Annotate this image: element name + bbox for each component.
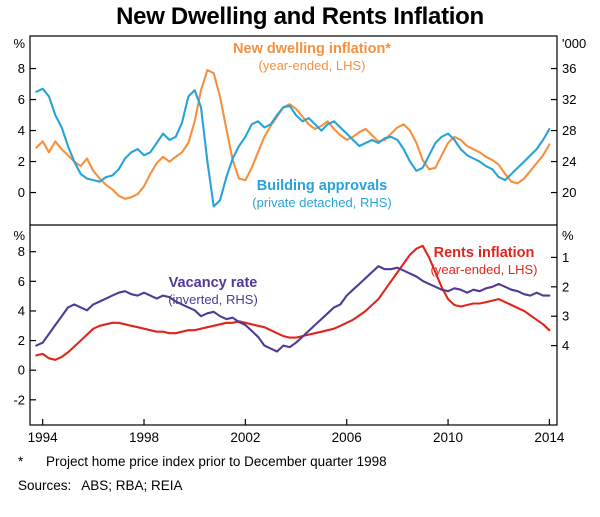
series-label: Rents inflation (434, 245, 535, 261)
panel-bottom: -2 0 2 4 6 8% 1 2 3 4% Rents inflation(year-ended,… (13, 228, 574, 407)
chart-title: New Dwelling and Rents Inflation (116, 3, 484, 30)
series-sublabel: (year-ended, LHS) (431, 262, 538, 277)
rhs-tick-label: 1 (562, 250, 569, 265)
lhs-tick-label: 8 (18, 244, 25, 259)
lhs-tick-label: 8 (18, 61, 25, 76)
lhs-unit-label: % (13, 36, 25, 51)
series-sublabel: (inverted, RHS) (168, 292, 258, 307)
series-sublabel: (year-ended, LHS) (259, 58, 366, 73)
x-tick-label: 1994 (28, 430, 59, 445)
lhs-tick-label: 4 (18, 303, 25, 318)
series-sublabel: (private detached, RHS) (252, 195, 391, 210)
sources-line: Sources: ABS; RBA; REIA (18, 478, 183, 493)
rhs-tick-label: 2 (562, 279, 569, 294)
x-tick-label: 2010 (433, 430, 463, 445)
lhs-tick-label: 6 (18, 274, 25, 289)
x-tick-label: 2002 (230, 430, 260, 445)
rhs-tick-label: 24 (562, 154, 576, 169)
series-label: Building approvals (257, 178, 388, 194)
x-tick-label: 2014 (534, 430, 565, 445)
plot-frame (29, 35, 558, 426)
x-tick-label: 2006 (332, 430, 362, 445)
rhs-unit-label: '000 (562, 36, 586, 51)
rhs-tick-label: 3 (562, 309, 569, 324)
rhs-tick-label: 20 (562, 185, 576, 200)
lhs-tick-label: 0 (18, 185, 25, 200)
footnote-marker: * (18, 454, 24, 469)
lhs-tick-label: -2 (13, 392, 25, 407)
rhs-tick-label: 28 (562, 123, 576, 138)
series-building-approvals (35, 87, 551, 208)
lhs-tick-label: 4 (18, 123, 25, 138)
rhs-unit-label: % (562, 228, 574, 243)
footnote: * Project home price index prior to Decem… (18, 454, 387, 469)
lhs-tick-label: 6 (18, 92, 25, 107)
rhs-tick-label: 4 (562, 338, 569, 353)
lhs-unit-label: % (13, 228, 25, 243)
lhs-tick-label: 2 (18, 333, 25, 348)
rhs-tick-label: 36 (562, 61, 576, 76)
series-vacancy-rate (35, 265, 551, 353)
x-tick-label: 1998 (129, 430, 159, 445)
footnote-text: Project home price index prior to Decemb… (46, 454, 387, 469)
series-label: Vacancy rate (169, 275, 258, 291)
series-new-dwelling-inflation (35, 69, 551, 200)
series-label: New dwelling inflation* (233, 41, 391, 57)
sources-label: Sources: (18, 478, 72, 493)
lhs-tick-label: 0 (18, 363, 25, 378)
lhs-tick-label: 2 (18, 154, 25, 169)
rhs-tick-label: 32 (562, 92, 576, 107)
series-rents-inflation (35, 244, 551, 361)
sources-text: ABS; RBA; REIA (81, 478, 183, 493)
